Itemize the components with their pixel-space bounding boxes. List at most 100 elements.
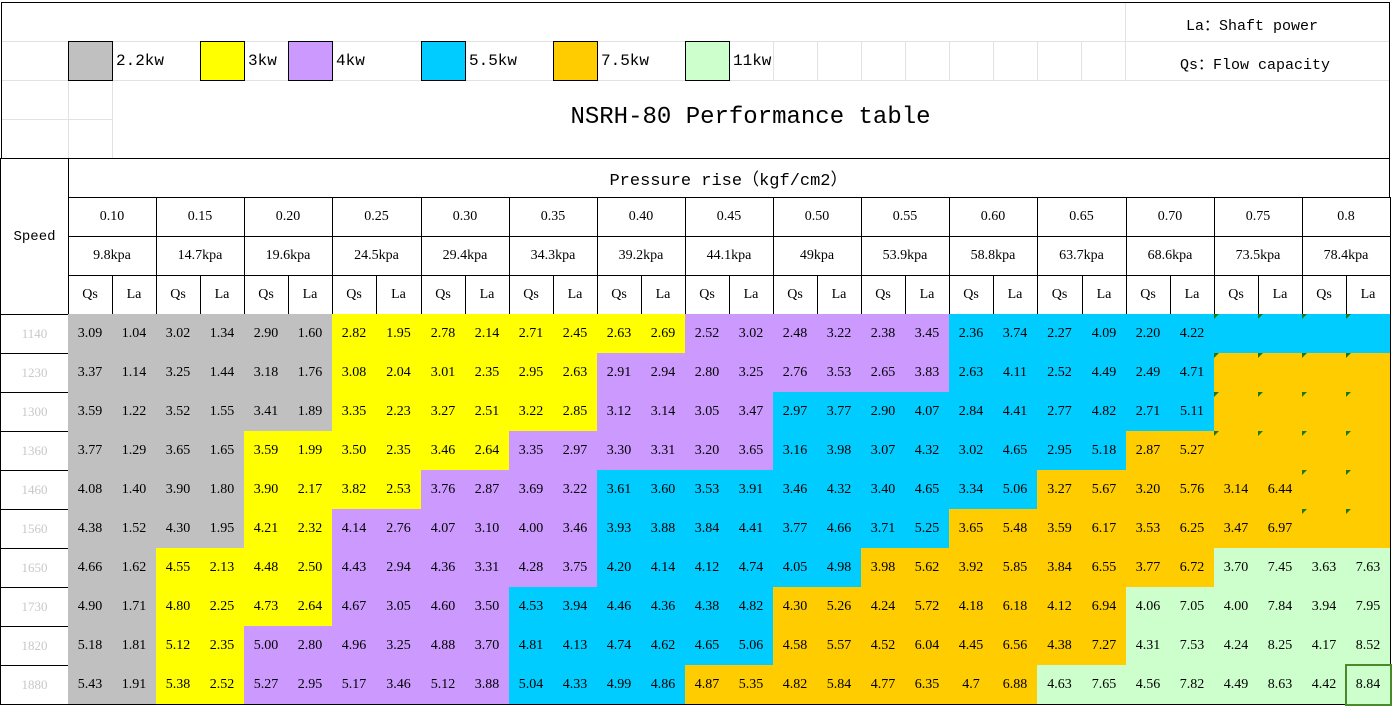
table-cell[interactable]: 4.21 — [244, 509, 289, 549]
table-cell[interactable]: 3.20 — [685, 431, 730, 471]
table-cell[interactable]: 3.77 — [817, 392, 862, 432]
table-cell[interactable]: 7.05 — [1170, 587, 1215, 627]
table-cell[interactable]: 4.17 — [1302, 626, 1347, 666]
table-cell[interactable]: 3.14 — [1214, 470, 1259, 510]
table-cell[interactable]: 3.10 — [465, 509, 510, 549]
table-cell[interactable]: 2.52 — [685, 314, 730, 354]
table-cell[interactable] — [1302, 509, 1347, 549]
table-cell[interactable]: 4.09 — [1082, 314, 1127, 354]
table-cell[interactable]: 4.06 — [1126, 587, 1171, 627]
table-cell[interactable]: 5.35 — [729, 665, 774, 705]
table-cell[interactable]: 3.07 — [861, 431, 906, 471]
table-cell[interactable]: 3.63 — [1302, 548, 1347, 588]
table-cell[interactable]: 6.94 — [1082, 587, 1127, 627]
table-cell[interactable]: 3.47 — [1214, 509, 1259, 549]
table-cell[interactable]: 1.76 — [288, 353, 333, 393]
table-cell[interactable]: 4.48 — [244, 548, 289, 588]
table-cell[interactable]: 4.60 — [421, 587, 466, 627]
table-cell[interactable]: 1.71 — [112, 587, 157, 627]
table-cell[interactable]: 6.88 — [993, 665, 1038, 705]
table-cell[interactable]: 3.52 — [156, 392, 201, 432]
table-cell[interactable] — [1346, 392, 1391, 432]
table-cell[interactable]: 3.77 — [773, 509, 818, 549]
table-cell[interactable]: 4.56 — [1126, 665, 1171, 705]
table-cell[interactable]: 4.82 — [1082, 392, 1127, 432]
table-cell[interactable]: 3.53 — [817, 353, 862, 393]
table-cell[interactable]: 4.22 — [1170, 314, 1215, 354]
table-cell[interactable]: 2.52 — [200, 665, 245, 705]
table-cell[interactable]: 4.65 — [685, 626, 730, 666]
table-cell[interactable]: 2.82 — [332, 314, 377, 354]
table-cell[interactable]: 2.90 — [861, 392, 906, 432]
table-cell[interactable]: 1.44 — [200, 353, 245, 393]
table-cell[interactable]: 2.45 — [553, 314, 598, 354]
table-cell[interactable]: 7.27 — [1082, 626, 1127, 666]
table-cell[interactable]: 7.84 — [1258, 587, 1303, 627]
table-cell[interactable]: 4.31 — [1126, 626, 1171, 666]
table-cell[interactable]: 3.98 — [817, 431, 862, 471]
table-cell[interactable]: 1.99 — [288, 431, 333, 471]
table-cell[interactable]: 6.18 — [993, 587, 1038, 627]
table-cell[interactable]: 1.62 — [112, 548, 157, 588]
table-cell[interactable]: 1.95 — [200, 509, 245, 549]
table-cell[interactable]: 3.16 — [773, 431, 818, 471]
table-cell[interactable]: 5.06 — [993, 470, 1038, 510]
table-cell[interactable]: 5.85 — [993, 548, 1038, 588]
table-cell[interactable]: 4.98 — [817, 548, 862, 588]
table-cell[interactable]: 3.93 — [597, 509, 642, 549]
table-cell[interactable]: 3.46 — [421, 431, 466, 471]
table-cell[interactable]: 4.28 — [509, 548, 554, 588]
table-cell[interactable]: 1.40 — [112, 470, 157, 510]
table-cell[interactable]: 3.40 — [861, 470, 906, 510]
table-cell[interactable] — [1258, 353, 1303, 393]
table-cell[interactable]: 4.81 — [509, 626, 554, 666]
table-cell[interactable]: 3.20 — [1126, 470, 1171, 510]
table-cell[interactable]: 2.35 — [200, 626, 245, 666]
table-cell[interactable]: 2.94 — [376, 548, 422, 588]
table-cell[interactable]: 2.52 — [1037, 353, 1083, 393]
table-cell[interactable]: 2.95 — [1037, 431, 1083, 471]
table-cell[interactable]: 4.42 — [1302, 665, 1347, 705]
table-cell[interactable]: 5.57 — [817, 626, 862, 666]
table-cell[interactable]: 3.05 — [685, 392, 730, 432]
table-cell[interactable]: 4.74 — [729, 548, 774, 588]
table-cell[interactable]: 4.45 — [949, 626, 994, 666]
table-cell[interactable]: 3.30 — [597, 431, 642, 471]
table-cell[interactable]: 3.46 — [553, 509, 598, 549]
table-cell[interactable]: 3.61 — [597, 470, 642, 510]
table-cell[interactable]: 3.53 — [685, 470, 730, 510]
table-cell[interactable]: 2.64 — [465, 431, 510, 471]
table-cell[interactable]: 4.73 — [244, 587, 289, 627]
table-cell[interactable]: 4.14 — [332, 509, 377, 549]
table-cell[interactable] — [1302, 431, 1347, 471]
table-cell[interactable]: 3.05 — [376, 587, 422, 627]
table-cell[interactable]: 4.24 — [1214, 626, 1259, 666]
table-cell[interactable]: 4.80 — [156, 587, 201, 627]
table-cell[interactable]: 3.77 — [1126, 548, 1171, 588]
table-cell[interactable] — [1302, 392, 1347, 432]
table-cell[interactable] — [1214, 353, 1259, 393]
table-cell[interactable]: 7.63 — [1346, 548, 1391, 588]
table-cell[interactable]: 4.41 — [993, 392, 1038, 432]
table-cell[interactable]: 2.87 — [465, 470, 510, 510]
table-cell[interactable]: 4.11 — [993, 353, 1038, 393]
table-cell[interactable]: 4.87 — [685, 665, 730, 705]
table-cell[interactable]: 7.53 — [1170, 626, 1215, 666]
table-cell[interactable]: 4.38 — [68, 509, 113, 549]
table-cell[interactable]: 4.36 — [641, 587, 686, 627]
table-cell[interactable]: 5.11 — [1170, 392, 1215, 432]
table-cell[interactable]: 3.02 — [949, 431, 994, 471]
table-cell[interactable]: 5.18 — [68, 626, 113, 666]
table-cell[interactable]: 4.74 — [597, 626, 642, 666]
table-cell[interactable]: 3.31 — [465, 548, 510, 588]
table-cell[interactable]: 2.76 — [376, 509, 422, 549]
table-cell[interactable]: 2.23 — [376, 392, 422, 432]
table-cell[interactable]: 5.04 — [509, 665, 554, 705]
table-cell[interactable]: 7.95 — [1346, 587, 1391, 627]
table-cell[interactable]: 3.70 — [465, 626, 510, 666]
table-cell[interactable]: 4.32 — [905, 431, 950, 471]
table-cell[interactable]: 5.17 — [332, 665, 377, 705]
table-cell[interactable]: 5.38 — [156, 665, 201, 705]
table-cell[interactable] — [1346, 353, 1391, 393]
table-cell[interactable]: 4.43 — [332, 548, 377, 588]
